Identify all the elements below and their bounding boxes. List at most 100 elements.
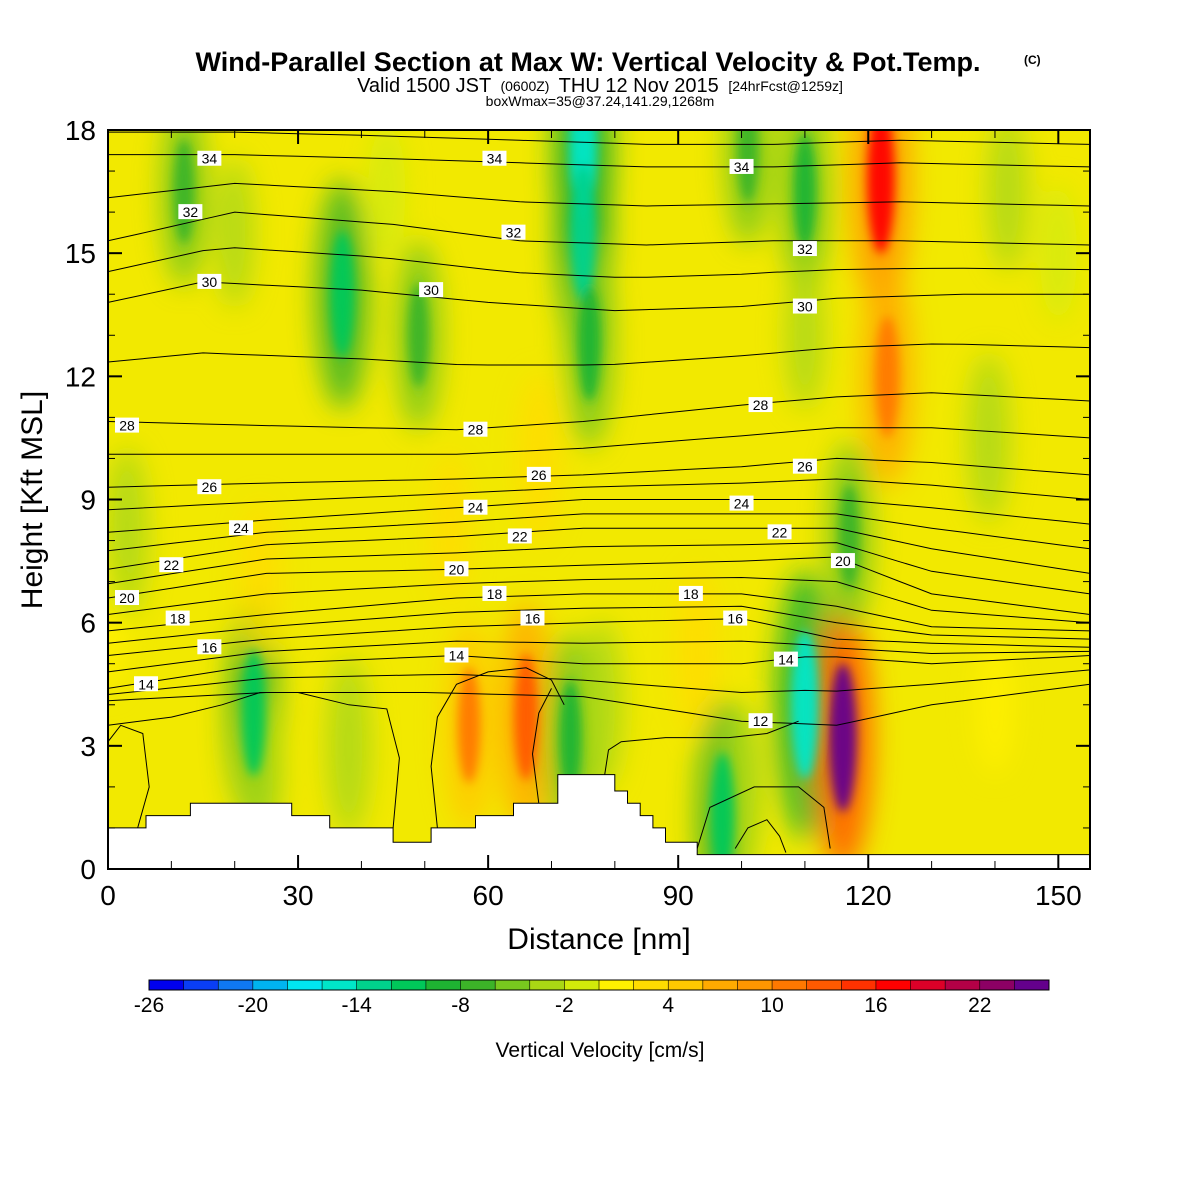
isoline-label-text: 16 [727,611,743,627]
isoline-label-box [197,273,222,289]
y-tick-label: 18 [65,115,96,146]
isoline-label: 32 [178,204,203,220]
isoline-label-text: 18 [683,586,699,602]
velocity-core [514,653,539,781]
velocity-core [793,133,817,250]
potential-temperature-isolines [108,112,1090,726]
isoline-label-text: 34 [487,151,503,167]
isoline-label-text: 18 [487,586,503,602]
chart-title: Wind-Parallel Section at Max W: Vertical… [196,47,981,77]
isoline-label-text: 30 [202,274,218,290]
y-tick-label: 6 [80,608,96,639]
axis-ticks: 0 30 60 90 120 150 0 3 6 9 12 15 18 [65,115,1090,911]
x-tick-label: 30 [282,880,313,911]
velocity-core [457,667,481,784]
velocity-blob [239,501,281,662]
theta-isoline [108,131,1090,145]
isoline-label: 12 [748,713,773,729]
theta-isoline [108,499,1090,533]
velocity-blob [987,130,1029,272]
colorbar-swatch [322,980,358,990]
isoline-label-text: 28 [753,397,769,413]
isoline-label-text: 12 [753,713,769,729]
colorbar-swatch [425,980,462,990]
isoline-label-box [463,421,488,437]
colorbar-label: Vertical Velocity [cm/s] [496,1039,705,1062]
isoline-label-text: 14 [778,652,794,668]
isoline-labels: 34 34 34 32 32 32 30 30 30 28 28 28 26 26 26 24 24 24 22 22… [115,150,855,729]
isoline-label-box [229,520,254,536]
isoline-label: 24 [729,495,754,512]
theta-isoline [108,669,1090,695]
zero-w-contour [734,819,787,853]
isoline-label: 26 [792,458,817,475]
isoline-label-text: 24 [233,520,249,536]
velocity-core [737,130,759,203]
velocity-core [559,679,582,796]
isoline-label-text: 20 [449,561,465,577]
isoline-label-box [830,553,855,569]
isoline-label-text: 20 [835,553,851,569]
isoline-label: 32 [501,224,526,241]
isoline-label-box [729,495,754,511]
zero-w-contour [531,688,552,804]
isoline-label-box [792,458,817,474]
isoline-label: 24 [463,499,488,516]
colorbar-swatch [599,980,635,990]
colorbar-swatch [252,980,288,990]
isoline-label-box [134,676,159,692]
colorbar-swatch [356,980,392,990]
isoline-label: 20 [444,561,469,577]
isoline-label-text: 32 [797,241,813,257]
isoline-label-box [159,557,184,573]
theta-isoline [108,427,1090,455]
isoline-label-box [197,639,222,655]
theta-isoline [108,640,1090,673]
velocity-core [829,663,857,812]
isoline-label: 20 [115,590,140,606]
isoline-label: 22 [507,528,532,544]
colorbar-swatch [945,980,981,990]
theta-isoline [108,281,1090,312]
colorbar-swatch [875,980,912,990]
colorbar-tick-label: -14 [342,994,373,1017]
zero-w-contour [601,720,799,792]
theta-isoline [108,392,1090,431]
velocity-core [330,230,355,358]
velocity-core [241,649,266,777]
isoline-label: 34 [729,158,754,175]
velocity-core [710,752,735,869]
x-tick-label: 60 [473,880,504,911]
isoline-label-box [723,610,748,626]
colorbar-swatch [149,980,185,990]
velocity-blob [517,373,561,544]
velocity-blob [675,566,719,737]
theta-isoline [108,576,1090,624]
theta-isoline [108,513,1090,552]
isoline-label: 28 [748,397,773,413]
colorbar: -26 -20 -14 -8 -2 4 10 16 22 [134,979,1050,1017]
isoline-label: 26 [526,466,551,483]
velocity-blob [430,453,470,604]
isoline-label: 30 [419,282,444,298]
box-note: boxWmax=35@37.24,141.29,1268m [486,93,715,109]
isoline-label-text: 32 [506,225,522,241]
isoline-label-box [444,647,469,663]
chart-subtitle: Valid 1500 JST (0600Z) THU 12 Nov 2015 [… [357,74,843,97]
title-mark: (C) [1024,53,1041,67]
isoline-label: 30 [197,273,222,290]
isoline-label: 14 [134,676,159,692]
velocity-blob [967,352,1011,523]
isoline-label-box [501,224,526,240]
isoline-label: 28 [463,421,488,438]
isoline-label-box [748,397,773,413]
isoline-label: 32 [792,241,817,257]
isoline-label-text: 30 [797,299,813,315]
y-tick-label: 0 [80,854,96,885]
isoline-label-box [178,204,203,220]
theta-isoline [108,112,1090,124]
theta-isoline [108,556,1090,615]
colorbar-swatch [495,980,531,990]
isoline-label-box [482,585,507,601]
